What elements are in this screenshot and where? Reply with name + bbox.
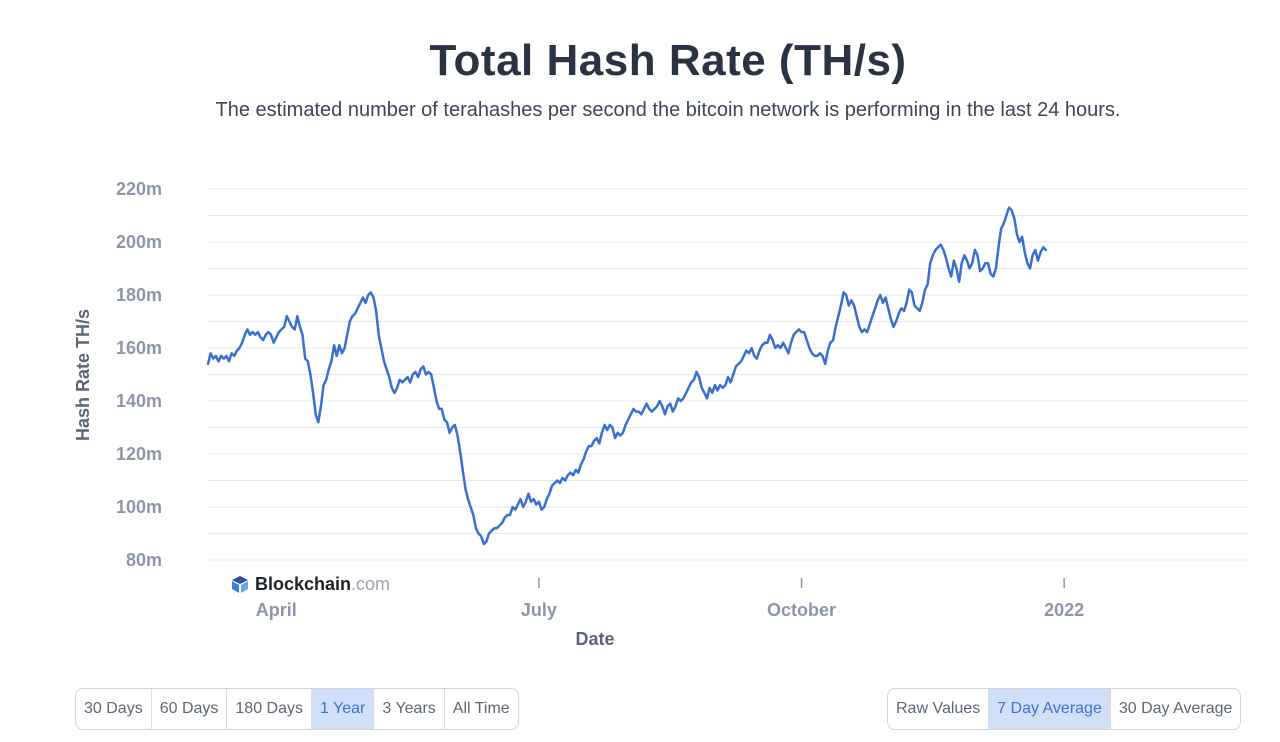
x-axis-ticks: April July October 2022	[256, 578, 1084, 620]
y-tick-label: 120m	[116, 444, 162, 464]
smoothing-7-day-average-button[interactable]: 7 Day Average	[989, 689, 1111, 729]
svg-text:Blockchain.com: Blockchain.com	[255, 574, 390, 594]
blockchain-logo-suffix: .com	[351, 574, 390, 594]
range-180-days-button[interactable]: 180 Days	[227, 689, 312, 729]
y-tick-label: 100m	[116, 497, 162, 517]
range-60-days-button[interactable]: 60 Days	[152, 689, 228, 729]
x-axis-title: Date	[575, 629, 614, 649]
y-tick-label: 140m	[116, 391, 162, 411]
blockchain-logo-name: Blockchain	[255, 574, 351, 594]
x-tick-label: October	[767, 600, 836, 620]
y-tick-label: 80m	[126, 550, 162, 570]
chart-subtitle: The estimated number of terahashes per s…	[215, 99, 1121, 121]
smoothing-30-day-average-button[interactable]: 30 Day Average	[1118, 700, 1233, 717]
y-tick-label: 200m	[116, 232, 162, 252]
y-axis-ticks: 80m 100m 120m 140m 160m 180m 200m 220m	[116, 179, 162, 570]
hash-rate-chart: 80m 100m 120m 140m 160m 180m 200m 220m April Jul…	[73, 179, 1248, 649]
range-3-years-button[interactable]: 3 Years	[374, 689, 445, 729]
y-tick-label: 160m	[116, 338, 162, 358]
smoothing-raw-values-button[interactable]: Raw Values	[888, 689, 990, 729]
y-axis-title: Hash Rate TH/s	[73, 309, 93, 441]
range-1-year-button[interactable]: 1 Year	[312, 689, 375, 729]
x-tick-label: July	[521, 600, 557, 620]
time-range-selector: 30 Days 60 Days 180 Days 1 Year 3 Years All T…	[75, 688, 519, 730]
blockchain-logo-icon	[232, 576, 248, 593]
range-30-days-button[interactable]: 30 Days	[76, 689, 152, 729]
x-tick-label: April	[256, 600, 297, 620]
grid-lines	[208, 188, 1248, 561]
y-tick-label: 180m	[116, 285, 162, 305]
smoothing-selector: Raw Values 7 Day Average 30 Day Average	[887, 688, 1242, 730]
x-tick-label: 2022	[1044, 600, 1084, 620]
range-all-time-button[interactable]: All Time	[452, 700, 510, 717]
blockchain-logo: Blockchain.com	[232, 574, 390, 594]
hash-rate-series-line	[206, 206, 1048, 546]
y-tick-label: 220m	[116, 179, 162, 199]
chart-title: Total Hash Rate (TH/s)	[429, 36, 907, 85]
